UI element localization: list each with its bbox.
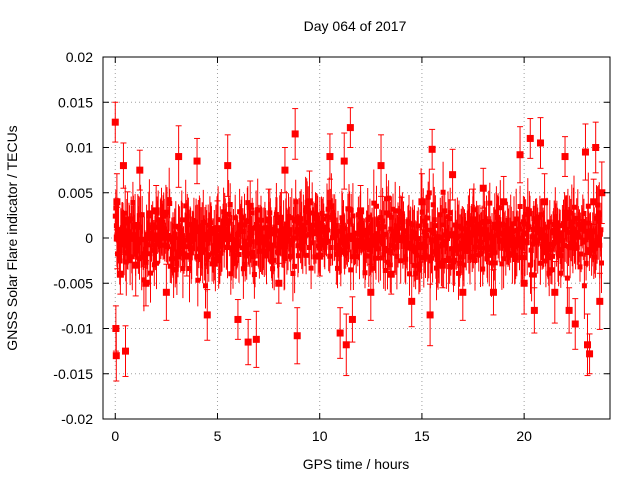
data-point-13 xyxy=(162,288,170,296)
data-point-68 xyxy=(596,297,604,305)
data-point-67 xyxy=(592,144,600,151)
data-point-20 xyxy=(234,315,242,323)
y-tick-label-4: 0 xyxy=(85,230,93,246)
data-point-49 xyxy=(469,216,477,224)
data-point-46 xyxy=(438,261,446,269)
data-point-43 xyxy=(418,198,426,206)
data-point-32 xyxy=(336,329,344,337)
x-tick-label-3: 15 xyxy=(414,428,430,444)
data-point-40 xyxy=(387,270,395,278)
noise-band xyxy=(112,161,605,319)
data-point-52 xyxy=(500,198,508,206)
data-point-44 xyxy=(426,311,434,319)
data-point-58 xyxy=(541,198,549,206)
data-point-8 xyxy=(124,216,132,224)
data-point-4 xyxy=(113,234,121,242)
data-point-21 xyxy=(244,338,252,346)
data-point-6 xyxy=(119,162,127,170)
data-point-33 xyxy=(340,157,348,165)
x-tick-label-4: 20 xyxy=(516,428,532,444)
data-point-16 xyxy=(193,157,201,165)
data-point-1 xyxy=(112,325,120,332)
data-point-54 xyxy=(520,279,528,287)
data-point-65 xyxy=(586,350,594,358)
data-point-60 xyxy=(561,153,569,161)
data-point-3 xyxy=(113,198,121,206)
data-point-30 xyxy=(316,252,324,260)
y-tick-label-5: 0.005 xyxy=(58,185,93,201)
y-tick-label-0: -0.02 xyxy=(61,411,93,427)
data-point-5 xyxy=(116,270,124,278)
data-point-61 xyxy=(565,306,573,314)
data-point-62 xyxy=(571,320,579,328)
data-point-2 xyxy=(112,352,120,360)
data-point-47 xyxy=(449,171,457,179)
data-point-51 xyxy=(489,288,497,296)
data-point-7 xyxy=(121,347,129,355)
data-point-23 xyxy=(252,335,260,343)
data-point-66 xyxy=(590,198,598,206)
data-point-55 xyxy=(526,134,534,142)
data-point-42 xyxy=(408,297,416,305)
chart-title: Day 064 of 2017 xyxy=(304,18,407,34)
y-axis-label: GNSS Solar Flare indicator / TECUs xyxy=(4,125,20,350)
data-point-11 xyxy=(142,279,150,287)
x-tick-label-1: 5 xyxy=(214,428,222,444)
data-point-15 xyxy=(183,252,191,260)
data-point-19 xyxy=(224,162,232,170)
data-point-18 xyxy=(213,225,221,233)
x-tick-label-0: 0 xyxy=(111,428,119,444)
y-tick-label-8: 0.02 xyxy=(66,49,93,65)
data-point-63 xyxy=(581,148,589,156)
data-point-24 xyxy=(265,216,273,224)
y-tick-label-6: 0.01 xyxy=(66,140,93,156)
data-point-48 xyxy=(459,288,467,296)
data-point-35 xyxy=(346,124,354,132)
data-point-36 xyxy=(348,315,356,323)
x-tick-label-2: 10 xyxy=(312,428,328,444)
y-tick-label-3: -0.005 xyxy=(53,275,93,291)
data-point-31 xyxy=(326,153,334,161)
data-point-28 xyxy=(293,332,301,340)
data-point-26 xyxy=(281,166,289,174)
x-axis-ticks: 0 5 10 15 20 xyxy=(111,57,532,444)
data-point-29 xyxy=(305,198,313,206)
data-point-38 xyxy=(367,288,375,296)
data-point-69 xyxy=(598,189,606,197)
data-point-45 xyxy=(428,145,436,153)
data-point-59 xyxy=(551,288,559,296)
data-point-14 xyxy=(175,153,183,161)
data-point-64 xyxy=(584,341,592,349)
data-point-34 xyxy=(342,341,350,349)
data-point-37 xyxy=(357,207,365,215)
y-axis-ticks: -0.02 -0.015 -0.01 -0.005 0 0.005 0.01 0.015 0.0… xyxy=(53,49,610,427)
data-point-22 xyxy=(246,202,254,210)
data-point-27 xyxy=(291,130,299,138)
data-point-41 xyxy=(397,216,405,224)
noise-markers xyxy=(112,189,605,289)
data-point-9 xyxy=(132,261,140,269)
data-point-53 xyxy=(516,151,524,159)
y-tick-label-2: -0.01 xyxy=(61,321,93,337)
data-point-57 xyxy=(536,139,544,147)
data-point-25 xyxy=(275,279,283,287)
x-axis-label: GPS time / hours xyxy=(303,456,410,472)
data-point-56 xyxy=(530,306,538,314)
data-points xyxy=(111,101,606,382)
y-tick-label-1: -0.015 xyxy=(53,366,93,382)
y-tick-label-7: 0.015 xyxy=(58,94,93,110)
data-point-50 xyxy=(479,184,487,192)
data-point-12 xyxy=(152,207,160,215)
data-point-0 xyxy=(111,118,119,126)
data-point-10 xyxy=(136,166,144,174)
data-point-39 xyxy=(377,162,385,170)
data-point-17 xyxy=(203,311,211,319)
